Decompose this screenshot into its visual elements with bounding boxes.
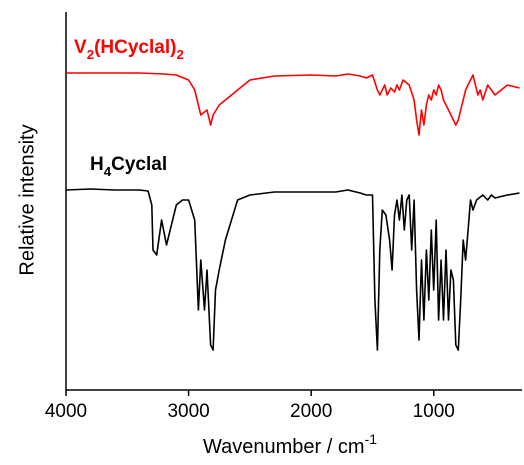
series-label: V2(HCyclal)2 (74, 37, 184, 62)
series-label-part: (HCyclal) (94, 37, 176, 58)
series-label-part: 2 (176, 47, 183, 62)
series-label-part: V (74, 37, 87, 58)
x-axis-label-part: -1 (365, 431, 378, 447)
series-label-part: 4 (104, 164, 112, 179)
x-tick-label: 2000 (290, 401, 332, 422)
x-tick-label: 4000 (45, 401, 87, 422)
x-axis-label: Wavenumber / cm-1 (203, 431, 377, 459)
x-axis-label-part: Wavenumber / cm (203, 436, 365, 458)
x-tick-label: 3000 (167, 401, 209, 422)
y-axis-label: Relative intensity (16, 124, 38, 275)
series-label-part: H (90, 154, 104, 175)
series-label-part: 2 (87, 47, 94, 62)
series-label: H4Cyclal (90, 154, 167, 179)
spectrum-line (65, 188, 520, 351)
spectrum-line (66, 72, 520, 136)
series-label-part: Cyclal (111, 154, 167, 175)
x-tick-label: 1000 (413, 401, 455, 422)
